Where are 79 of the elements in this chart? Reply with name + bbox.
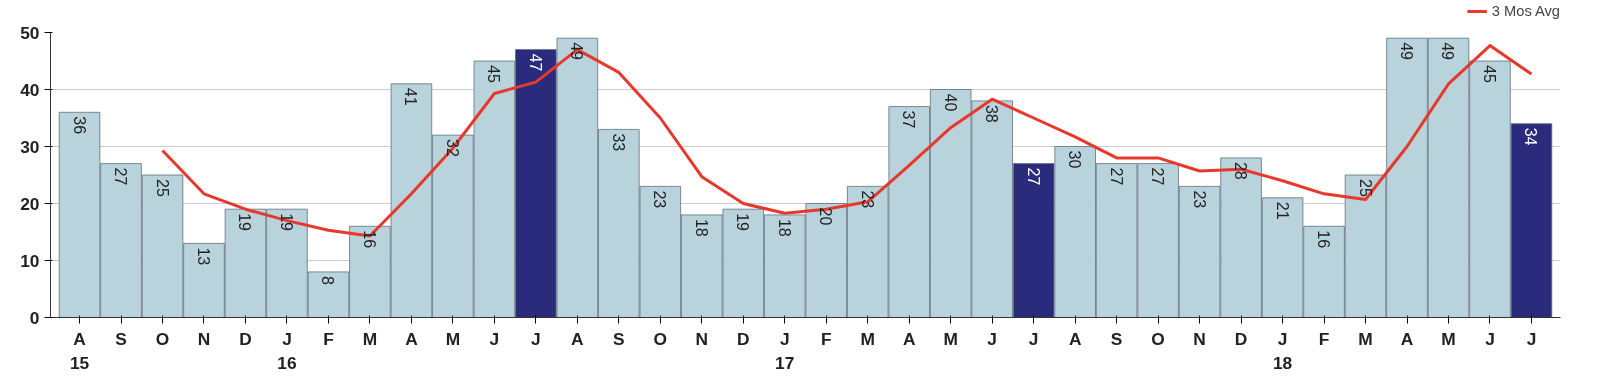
data-label: 36 [70, 116, 88, 135]
data-label: 47 [526, 53, 544, 72]
data-label: 13 [194, 247, 212, 266]
data-label: 23 [651, 190, 669, 209]
y-tick-label: 10 [20, 250, 40, 271]
data-label: 18 [775, 218, 793, 237]
x-tick-label: M [362, 328, 378, 349]
data-label: 16 [360, 230, 378, 249]
x-tick-label: A [902, 328, 916, 349]
x-tick-label: O [155, 328, 170, 349]
data-label: 49 [1439, 42, 1457, 61]
data-label: 49 [568, 42, 586, 61]
x-tick-label: M [445, 328, 461, 349]
x-tick-label: D [737, 328, 750, 349]
x-tick-label: J 16 [277, 328, 297, 373]
data-label: 25 [1356, 178, 1374, 197]
x-tick-label: M [943, 328, 958, 349]
x-tick-label: N [695, 328, 709, 349]
y-tick-label: 40 [20, 79, 40, 100]
data-label: 38 [983, 104, 1001, 123]
x-tick-label: M [1358, 328, 1373, 349]
y-tick-label: 50 [20, 22, 40, 43]
x-tick-label: S [613, 328, 625, 349]
data-label: 32 [443, 139, 461, 157]
data-label: 45 [1480, 64, 1498, 83]
data-label: 30 [1066, 150, 1084, 169]
x-tick-label: A [405, 328, 419, 349]
y-tick-label: 0 [29, 307, 40, 328]
data-label: 27 [1107, 167, 1125, 186]
x-tick-label: S [1110, 328, 1123, 349]
x-tick-label: A [1400, 328, 1414, 349]
data-label: 19 [236, 213, 254, 232]
data-label: 27 [112, 167, 130, 186]
data-label: 49 [1398, 42, 1416, 61]
data-label: 20 [817, 207, 835, 226]
data-label: 25 [153, 178, 171, 197]
x-tick-label: F [820, 328, 832, 349]
data-label: 41 [402, 87, 420, 106]
data-label: 33 [609, 133, 627, 152]
x-tick-label: J 17 [775, 328, 795, 373]
x-tick-label: M [860, 328, 875, 349]
y-tick-label: 30 [20, 136, 40, 157]
x-tick-label: J [987, 328, 997, 349]
data-label: 37 [900, 110, 918, 129]
data-label: 45 [485, 64, 503, 83]
x-tick-label: J [1485, 328, 1495, 349]
data-label: 18 [692, 218, 710, 237]
data-label: 40 [941, 93, 959, 112]
x-tick-label: A [571, 328, 585, 349]
x-tick-label: N [197, 328, 211, 349]
data-label: 19 [277, 213, 295, 232]
x-tick-label: N [1193, 328, 1206, 349]
data-label: 16 [1315, 230, 1333, 249]
x-tick-label: J [531, 328, 541, 349]
x-tick-label: O [653, 328, 668, 349]
data-label: 34 [1522, 127, 1540, 146]
data-label: 23 [1190, 190, 1208, 209]
x-tick-label: J 18 [1272, 328, 1293, 373]
x-tick-label: M [1441, 328, 1456, 349]
x-tick-label: J [1028, 328, 1039, 349]
x-tick-label: F [1318, 328, 1330, 349]
data-label: 8 [319, 275, 337, 285]
x-tick-label: D [1234, 328, 1248, 349]
data-label: 27 [1024, 167, 1042, 186]
y-tick-label: 20 [20, 193, 40, 214]
x-tick-label: D [239, 328, 252, 349]
x-tick-label: J [489, 328, 500, 349]
x-tick-label: J [1526, 328, 1537, 349]
data-label: 23 [858, 190, 876, 209]
data-label: 21 [1273, 201, 1291, 220]
x-tick-label: A 15 [69, 328, 90, 373]
data-label: 28 [1232, 161, 1250, 180]
x-tick-label: S [115, 328, 127, 349]
data-label: 27 [1149, 167, 1167, 186]
x-tick-label: O [1151, 328, 1165, 349]
x-tick-label: A [1068, 328, 1082, 349]
legend-label: 3 Mos Avg [1491, 3, 1560, 19]
x-tick-label: F [323, 328, 334, 349]
data-label: 19 [734, 213, 752, 232]
